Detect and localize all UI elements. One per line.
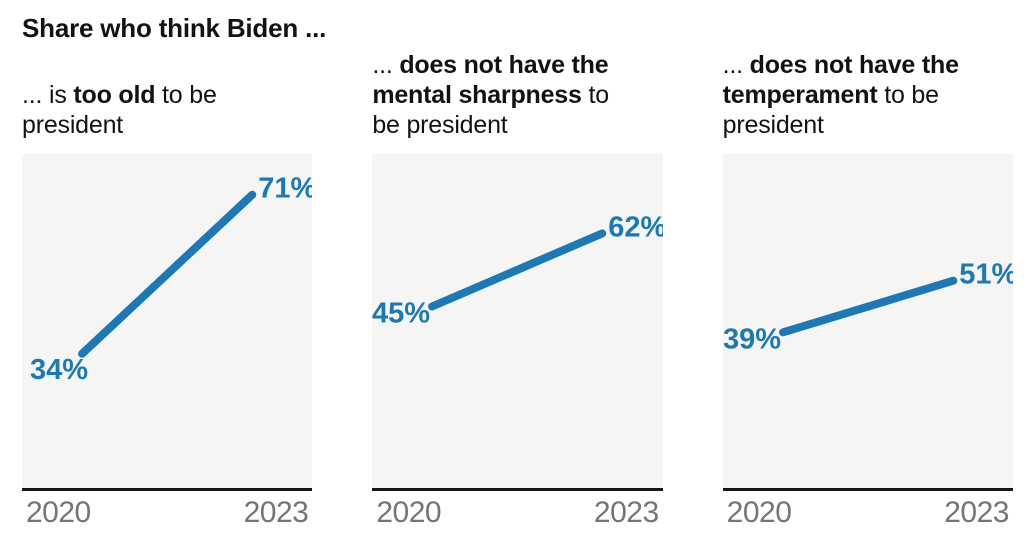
- page-title: Share who think Biden ...: [22, 13, 327, 43]
- x-axis-labels: 2020 2023: [372, 491, 662, 530]
- chart-grid: ... is too old to be president 34% 71% 2020…: [22, 48, 1013, 530]
- value-label-end: 71%: [258, 173, 312, 205]
- plot-area: 45% 62%: [372, 154, 663, 491]
- value-label-end: 51%: [959, 259, 1013, 291]
- value-label-start: 34%: [30, 354, 88, 386]
- plot-area: 34% 71%: [22, 154, 313, 491]
- x-tick-start: 2020: [26, 496, 91, 529]
- trend-line: [428, 229, 607, 311]
- subtitle-emphasis: does not have the mental sharpness: [372, 51, 609, 109]
- x-axis-labels: 2020 2023: [723, 491, 1013, 530]
- x-tick-end: 2023: [593, 496, 659, 529]
- chart-panel: ... is too old to be president 34% 71% 2020…: [22, 48, 313, 530]
- subtitle-text: ... is: [22, 81, 74, 109]
- value-label-start: 45%: [372, 298, 430, 330]
- subtitle-text: to be president: [722, 81, 939, 139]
- x-tick-start: 2020: [376, 496, 442, 529]
- subtitle-text: ...: [372, 51, 400, 79]
- trend-line: [778, 276, 957, 337]
- x-axis-labels: 2020 2023: [22, 491, 312, 530]
- subtitle-text: to be president: [22, 81, 217, 139]
- subtitle-text: ...: [722, 51, 750, 79]
- chart-panel: ... does not have the mental sharpness t…: [372, 48, 663, 530]
- x-tick-start: 2020: [726, 496, 792, 529]
- plot-area: 39% 51%: [722, 154, 1013, 491]
- x-tick-end: 2023: [944, 496, 1009, 529]
- chart-panel: ... does not have the temperament to be …: [722, 48, 1013, 530]
- value-label-start: 39%: [723, 323, 781, 355]
- x-tick-end: 2023: [243, 496, 309, 529]
- subtitle-emphasis: does not have the temperament: [722, 51, 959, 109]
- value-label-end: 62%: [609, 211, 663, 243]
- subtitle-text: to be president: [372, 81, 609, 139]
- panel-subtitle: ... does not have the temperament to be …: [723, 48, 1013, 140]
- panel-subtitle: ... is too old to be president: [22, 48, 312, 140]
- trend-line: [78, 190, 257, 358]
- panel-subtitle: ... does not have the mental sharpness t…: [372, 48, 662, 140]
- subtitle-emphasis: too old: [73, 81, 156, 109]
